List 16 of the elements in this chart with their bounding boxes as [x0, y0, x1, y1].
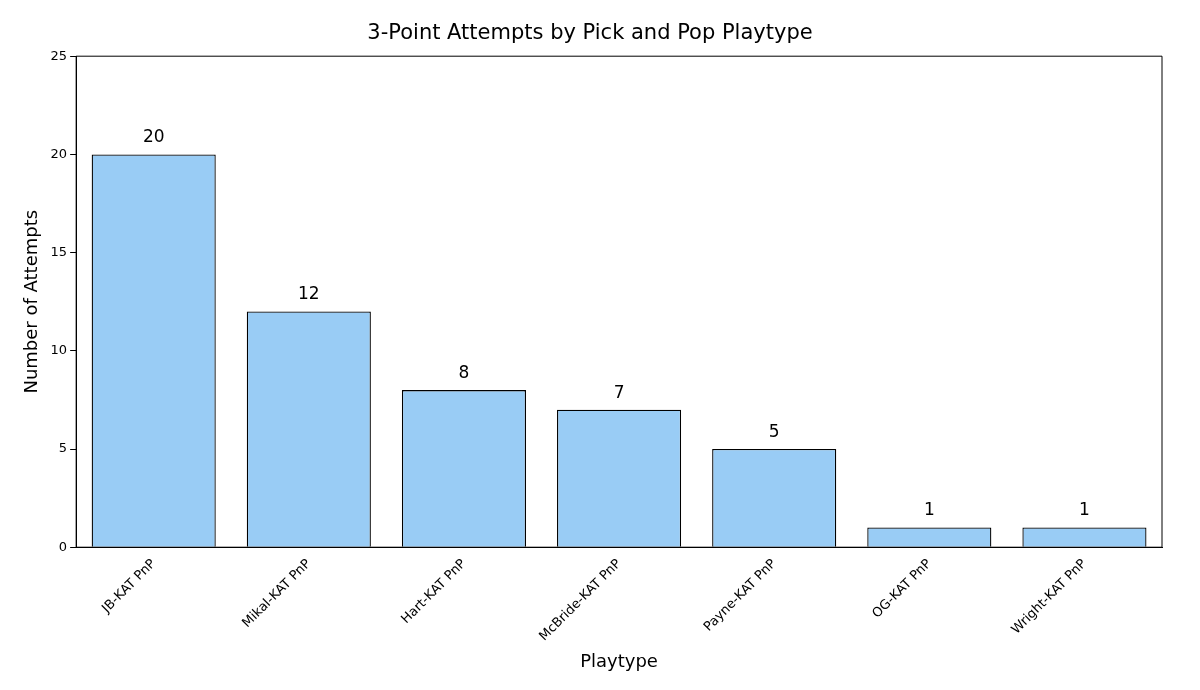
y-tick-label: 25 [50, 47, 68, 63]
y-tick-label: 10 [50, 342, 68, 358]
y-tick-label: 0 [58, 538, 68, 554]
chart-title: 3-Point Attempts by Pick and Pop Playtype [367, 20, 813, 45]
data-label: 7 [613, 381, 625, 402]
y-tick-label: 20 [50, 145, 68, 161]
y-tick-label: 15 [50, 243, 68, 259]
data-label: 8 [458, 362, 470, 383]
data-label: 1 [923, 499, 935, 520]
data-label: 1 [1079, 499, 1090, 520]
data-label: 20 [142, 126, 165, 147]
y-axis-title: Number of Attempts [20, 209, 42, 394]
x-axis-title: Playtype [580, 649, 658, 671]
data-label: 12 [298, 283, 320, 304]
y-tick-label: 5 [58, 440, 68, 456]
data-label: 5 [768, 420, 780, 441]
